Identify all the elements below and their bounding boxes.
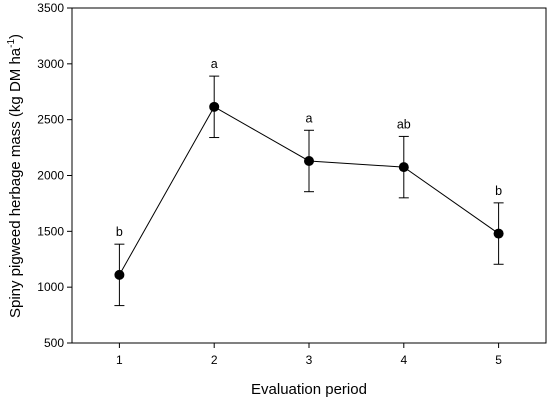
data-point [209,101,220,112]
significance-letter: b [116,225,123,239]
y-tick-label: 1500 [37,224,64,238]
y-tick-label: 3500 [37,1,64,15]
x-axis: 1 2 3 4 5 [116,343,502,367]
data-point [304,155,314,166]
data-point [398,162,409,173]
data-points [114,101,504,280]
significance-letter: a [306,111,313,125]
y-tick-label: 2500 [37,113,64,127]
y-tick-label: 500 [44,336,64,350]
significance-letter: a [211,57,218,71]
x-tick-label: 1 [116,353,123,367]
significance-letter: ab [397,117,411,131]
x-tick-label: 2 [211,353,218,367]
significance-letters: b a a ab b [116,57,502,239]
y-axis-title-close: ) [7,34,24,39]
y-axis-title-main: Spiny pigweed herbage mass (kg DM ha [7,47,24,318]
significance-letter: b [495,184,502,198]
y-axis: 500 1000 1500 2000 2500 3000 3500 [37,1,72,350]
data-point [493,228,504,239]
x-axis-title: Evaluation period [251,381,367,398]
y-axis-title: Spiny pigweed herbage mass (kg DM ha-1) [6,34,24,318]
y-tick-label: 2000 [37,169,64,183]
x-tick-label: 4 [400,353,407,367]
y-tick-label: 3000 [37,57,64,71]
x-tick-label: 3 [306,353,313,367]
x-tick-label: 5 [495,353,502,367]
y-tick-label: 1000 [37,280,64,294]
y-axis-title-superscript: -1 [6,39,17,48]
data-point [114,269,125,280]
